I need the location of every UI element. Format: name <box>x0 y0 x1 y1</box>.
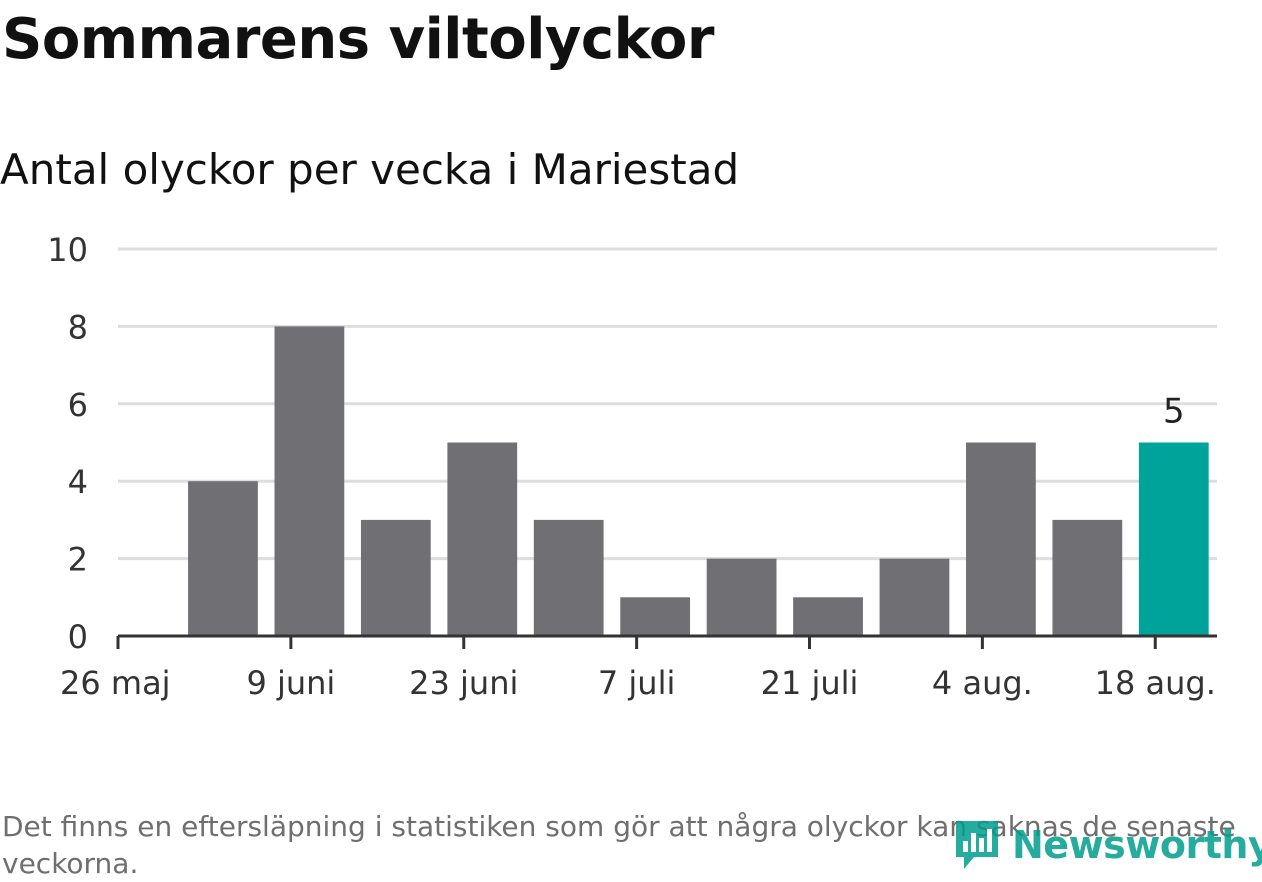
x-tick-label: 26 maj <box>60 664 171 702</box>
x-tick-label: 21 juli <box>761 664 859 702</box>
x-tick-label: 4 aug. <box>932 664 1033 702</box>
x-axis: 26 maj 9 juni 23 juni 7 juli 21 juli 4 aug. 18… <box>60 634 1217 702</box>
bar <box>188 481 258 636</box>
bar <box>879 558 950 636</box>
bar <box>533 519 604 636</box>
y-tick-label: 0 <box>68 618 88 656</box>
chart-subtitle: Antal olyckor per vecka i Mariestad <box>0 145 740 194</box>
footnote: Det finns en eftersläpning i statistiken… <box>2 810 1236 880</box>
x-tick-label: 23 juni <box>409 664 518 702</box>
y-tick-label: 10 <box>47 231 88 269</box>
newsworthy-logo[interactable]: Newsworthy <box>952 815 1262 875</box>
bar <box>793 597 863 636</box>
x-tick-label: 9 juni <box>246 664 335 702</box>
y-tick-label: 6 <box>68 386 88 424</box>
y-tick-label: 4 <box>68 463 88 501</box>
data-label: 5 <box>1163 392 1185 432</box>
bars <box>188 326 1209 636</box>
bar <box>966 442 1036 636</box>
data-labels: 5 <box>1163 392 1185 432</box>
y-axis: 0 2 4 6 8 10 <box>47 231 88 656</box>
newsworthy-logo-text: Newsworthy <box>1012 823 1262 867</box>
bar <box>360 519 431 636</box>
y-tick-label: 8 <box>68 308 88 346</box>
bar <box>447 442 518 636</box>
newsworthy-logo-icon <box>956 821 998 869</box>
y-tick-label: 2 <box>68 541 88 579</box>
bar <box>274 326 345 636</box>
highlight-bar <box>1138 442 1209 636</box>
chart-title: Sommarens viltolyckor <box>2 7 714 72</box>
x-tick-label: 7 juli <box>598 664 675 702</box>
x-tick-label: 18 aug. <box>1095 664 1216 702</box>
bar <box>1052 519 1123 636</box>
bar <box>620 597 691 636</box>
bar <box>706 558 777 636</box>
